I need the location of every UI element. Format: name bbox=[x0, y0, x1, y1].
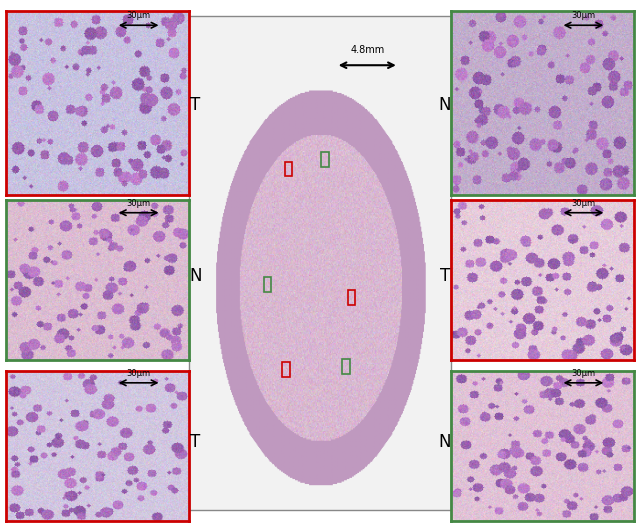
Text: N: N bbox=[438, 96, 451, 114]
Bar bbox=[321, 152, 329, 167]
Bar bbox=[348, 290, 355, 305]
Text: 4.8mm: 4.8mm bbox=[350, 45, 385, 55]
Text: 30μm: 30μm bbox=[127, 11, 150, 20]
Text: N: N bbox=[438, 433, 451, 451]
Text: T: T bbox=[190, 433, 200, 451]
Bar bbox=[342, 359, 350, 375]
Text: 30μm: 30μm bbox=[127, 199, 150, 208]
Bar bbox=[285, 161, 292, 177]
Text: 30μm: 30μm bbox=[572, 369, 595, 378]
Text: N: N bbox=[189, 267, 202, 285]
Bar bbox=[282, 362, 290, 377]
Text: T: T bbox=[190, 96, 200, 114]
Text: 30μm: 30μm bbox=[572, 199, 595, 208]
Text: 30μm: 30μm bbox=[572, 11, 595, 20]
Bar bbox=[264, 277, 271, 292]
Text: 30μm: 30μm bbox=[127, 369, 150, 378]
Text: T: T bbox=[440, 267, 450, 285]
